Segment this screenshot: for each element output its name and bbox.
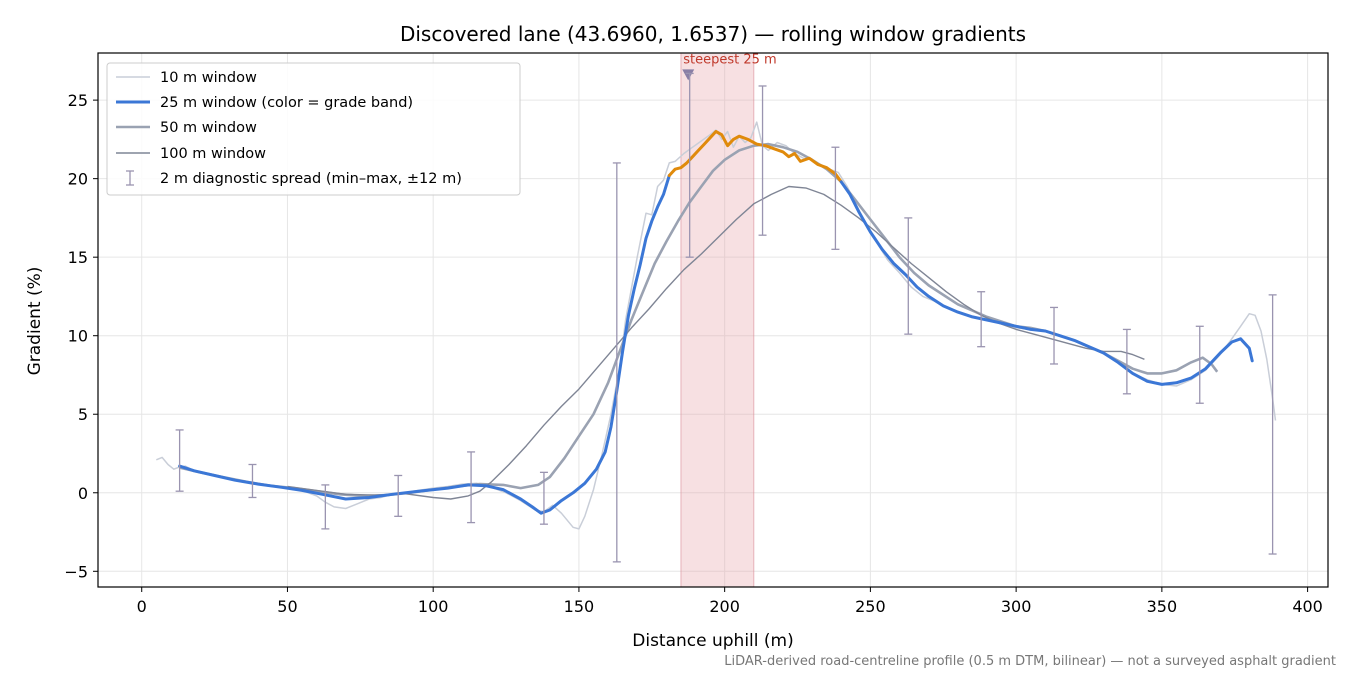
y-tick-label: 10 — [68, 327, 88, 346]
legend-box — [106, 62, 521, 196]
steepest-label: steepest 25 m — [683, 52, 776, 67]
x-tick-label: 150 — [564, 597, 595, 616]
series-25m-segment — [839, 180, 1254, 386]
spread-bars — [175, 72, 1277, 563]
x-tick-label: 50 — [277, 597, 297, 616]
legend-label: 50 m window — [160, 120, 257, 136]
x-tick-label: 250 — [855, 597, 886, 616]
x-axis-label: Distance uphill (m) — [632, 631, 793, 651]
series-lines — [156, 121, 1277, 530]
plot-frame — [97, 52, 1329, 588]
axis-ticks: 0 50 100 150 200 250 300 350 400 −5 0 5 10 15 20 25 — [64, 91, 1322, 616]
series-line-3 — [287, 185, 1145, 500]
y-tick-label: 20 — [68, 170, 88, 189]
footnote: LiDAR-derived road-centreline profile (0… — [724, 654, 1336, 669]
legend-label: 100 m window — [160, 146, 266, 162]
y-tick-label: 0 — [78, 484, 88, 503]
y-tick-label: 25 — [68, 91, 88, 110]
legend: 10 m window 25 m window (color = grade ba… — [106, 62, 521, 196]
series-25m-segment — [178, 174, 671, 515]
x-tick-label: 400 — [1292, 597, 1323, 616]
legend-label: 10 m window — [160, 70, 257, 86]
chart-title: Discovered lane (43.6960, 1.6537) — roll… — [400, 22, 1026, 46]
x-tick-label: 300 — [1001, 597, 1032, 616]
x-tick-label: 350 — [1147, 597, 1178, 616]
y-axis-label: Gradient (%) — [25, 267, 45, 376]
y-tick-label: 15 — [68, 248, 88, 267]
y-tick-label: 5 — [78, 405, 88, 424]
series-25m-steep-segment — [667, 130, 843, 184]
x-tick-label: 0 — [137, 597, 147, 616]
x-tick-label: 100 — [418, 597, 449, 616]
legend-label: 2 m diagnostic spread (min–max, ±12 m) — [160, 171, 462, 187]
x-tick-label: 200 — [709, 597, 740, 616]
legend-label: 25 m window (color = grade band) — [160, 95, 413, 111]
steepest-marker — [682, 69, 695, 81]
y-tick-label: −5 — [64, 562, 88, 581]
